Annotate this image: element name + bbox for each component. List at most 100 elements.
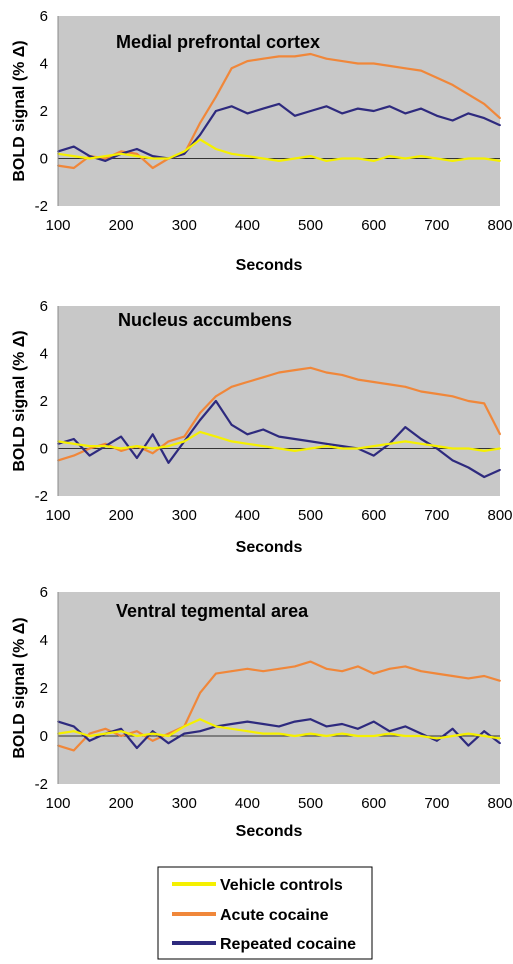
panel-title: Medial prefrontal cortex	[116, 32, 320, 52]
data-point-vehicle-controls	[499, 447, 501, 450]
data-point-vehicle-controls	[467, 157, 470, 160]
data-point-acute-cocaine	[420, 69, 422, 72]
data-point-repeated-cocaine	[88, 155, 91, 158]
data-point-acute-cocaine	[278, 667, 280, 670]
data-point-acute-cocaine	[136, 730, 138, 733]
data-point-acute-cocaine	[278, 371, 280, 374]
data-point-repeated-cocaine	[151, 730, 154, 733]
data-point-acute-cocaine	[72, 749, 75, 752]
data-point-repeated-cocaine	[230, 423, 233, 426]
data-point-repeated-cocaine	[278, 435, 280, 438]
x-axis-label: Seconds	[236, 257, 303, 274]
data-point-repeated-cocaine	[436, 447, 438, 450]
data-point-repeated-cocaine	[120, 435, 122, 438]
data-point-repeated-cocaine	[372, 110, 375, 112]
data-point-acute-cocaine	[499, 433, 501, 436]
data-point-repeated-cocaine	[341, 112, 343, 115]
data-point-vehicle-controls	[88, 735, 91, 737]
data-point-repeated-cocaine	[483, 476, 486, 478]
data-point-vehicle-controls	[278, 732, 280, 735]
data-point-acute-cocaine	[262, 57, 265, 60]
data-point-acute-cocaine	[341, 670, 343, 673]
x-tick-label: 600	[361, 217, 386, 234]
x-tick-label: 300	[172, 795, 197, 812]
data-point-vehicle-controls	[246, 442, 249, 445]
x-tick-label: 500	[298, 217, 323, 234]
data-point-vehicle-controls	[309, 732, 312, 735]
data-point-vehicle-controls	[451, 447, 454, 450]
data-point-vehicle-controls	[120, 447, 122, 450]
data-point-repeated-cocaine	[278, 103, 280, 105]
data-point-acute-cocaine	[183, 435, 186, 438]
data-point-vehicle-controls	[325, 160, 328, 162]
data-point-acute-cocaine	[88, 732, 91, 735]
x-tick-label: 800	[487, 217, 512, 234]
data-point-acute-cocaine	[230, 670, 233, 673]
data-point-acute-cocaine	[372, 62, 375, 65]
data-point-vehicle-controls	[325, 735, 328, 737]
data-point-acute-cocaine	[357, 378, 359, 381]
y-tick-label: 2	[40, 103, 48, 120]
data-point-repeated-cocaine	[230, 723, 233, 725]
panel-nucleus-accumbens: -2 0 2 4 6 100 200 300 400 500 600 700 800 Nucleus ac…	[11, 298, 513, 556]
data-point-acute-cocaine	[72, 167, 75, 169]
data-point-acute-cocaine	[262, 376, 265, 379]
x-tick-label: 400	[235, 795, 260, 812]
data-point-acute-cocaine	[293, 369, 296, 371]
data-point-repeated-cocaine	[72, 145, 75, 148]
data-point-acute-cocaine	[278, 55, 280, 58]
data-point-repeated-cocaine	[262, 428, 265, 431]
x-tick-label: 100	[45, 795, 70, 812]
x-tick-label: 400	[235, 217, 260, 234]
data-point-vehicle-controls	[215, 435, 217, 438]
data-point-vehicle-controls	[167, 735, 170, 737]
x-tick-label: 400	[235, 507, 260, 524]
data-point-vehicle-controls	[199, 138, 202, 141]
data-point-repeated-cocaine	[325, 105, 328, 108]
data-point-vehicle-controls	[388, 732, 391, 735]
data-point-repeated-cocaine	[246, 112, 249, 115]
x-tick-label: 100	[45, 507, 70, 524]
y-tick-label: 0	[40, 441, 48, 458]
data-point-vehicle-controls	[388, 442, 391, 445]
data-point-vehicle-controls	[104, 445, 107, 447]
data-point-vehicle-controls	[404, 735, 407, 737]
data-point-vehicle-controls	[451, 160, 454, 162]
y-tick-label: 4	[40, 632, 48, 649]
data-point-acute-cocaine	[372, 381, 375, 383]
x-tick-label: 700	[424, 507, 449, 524]
data-point-repeated-cocaine	[404, 112, 407, 115]
x-tick-label: 200	[109, 507, 134, 524]
data-point-acute-cocaine	[420, 670, 422, 673]
data-point-acute-cocaine	[404, 67, 407, 70]
data-point-vehicle-controls	[230, 152, 233, 155]
data-point-vehicle-controls	[230, 440, 233, 443]
data-point-acute-cocaine	[451, 395, 454, 398]
data-point-vehicle-controls	[151, 157, 154, 160]
data-point-vehicle-controls	[167, 445, 170, 447]
data-point-vehicle-controls	[167, 157, 170, 160]
data-point-vehicle-controls	[309, 447, 312, 450]
data-point-vehicle-controls	[293, 450, 296, 452]
panel-title: Ventral tegmental area	[116, 601, 309, 621]
x-tick-label: 700	[424, 217, 449, 234]
data-point-vehicle-controls	[120, 152, 122, 155]
data-point-acute-cocaine	[451, 84, 454, 86]
data-point-acute-cocaine	[436, 672, 438, 675]
data-point-acute-cocaine	[293, 665, 296, 668]
data-point-vehicle-controls	[404, 157, 407, 160]
x-tick-label: 800	[487, 795, 512, 812]
data-point-vehicle-controls	[151, 732, 154, 735]
data-point-repeated-cocaine	[167, 461, 170, 464]
data-point-acute-cocaine	[151, 739, 154, 742]
data-point-vehicle-controls	[293, 157, 296, 160]
data-point-vehicle-controls	[499, 737, 501, 740]
data-point-vehicle-controls	[357, 157, 359, 160]
data-point-acute-cocaine	[104, 157, 107, 160]
data-point-repeated-cocaine	[451, 727, 454, 730]
data-point-acute-cocaine	[451, 675, 454, 677]
data-point-acute-cocaine	[72, 454, 75, 457]
data-point-acute-cocaine	[420, 390, 422, 393]
data-point-repeated-cocaine	[72, 725, 75, 728]
data-point-repeated-cocaine	[420, 732, 422, 735]
